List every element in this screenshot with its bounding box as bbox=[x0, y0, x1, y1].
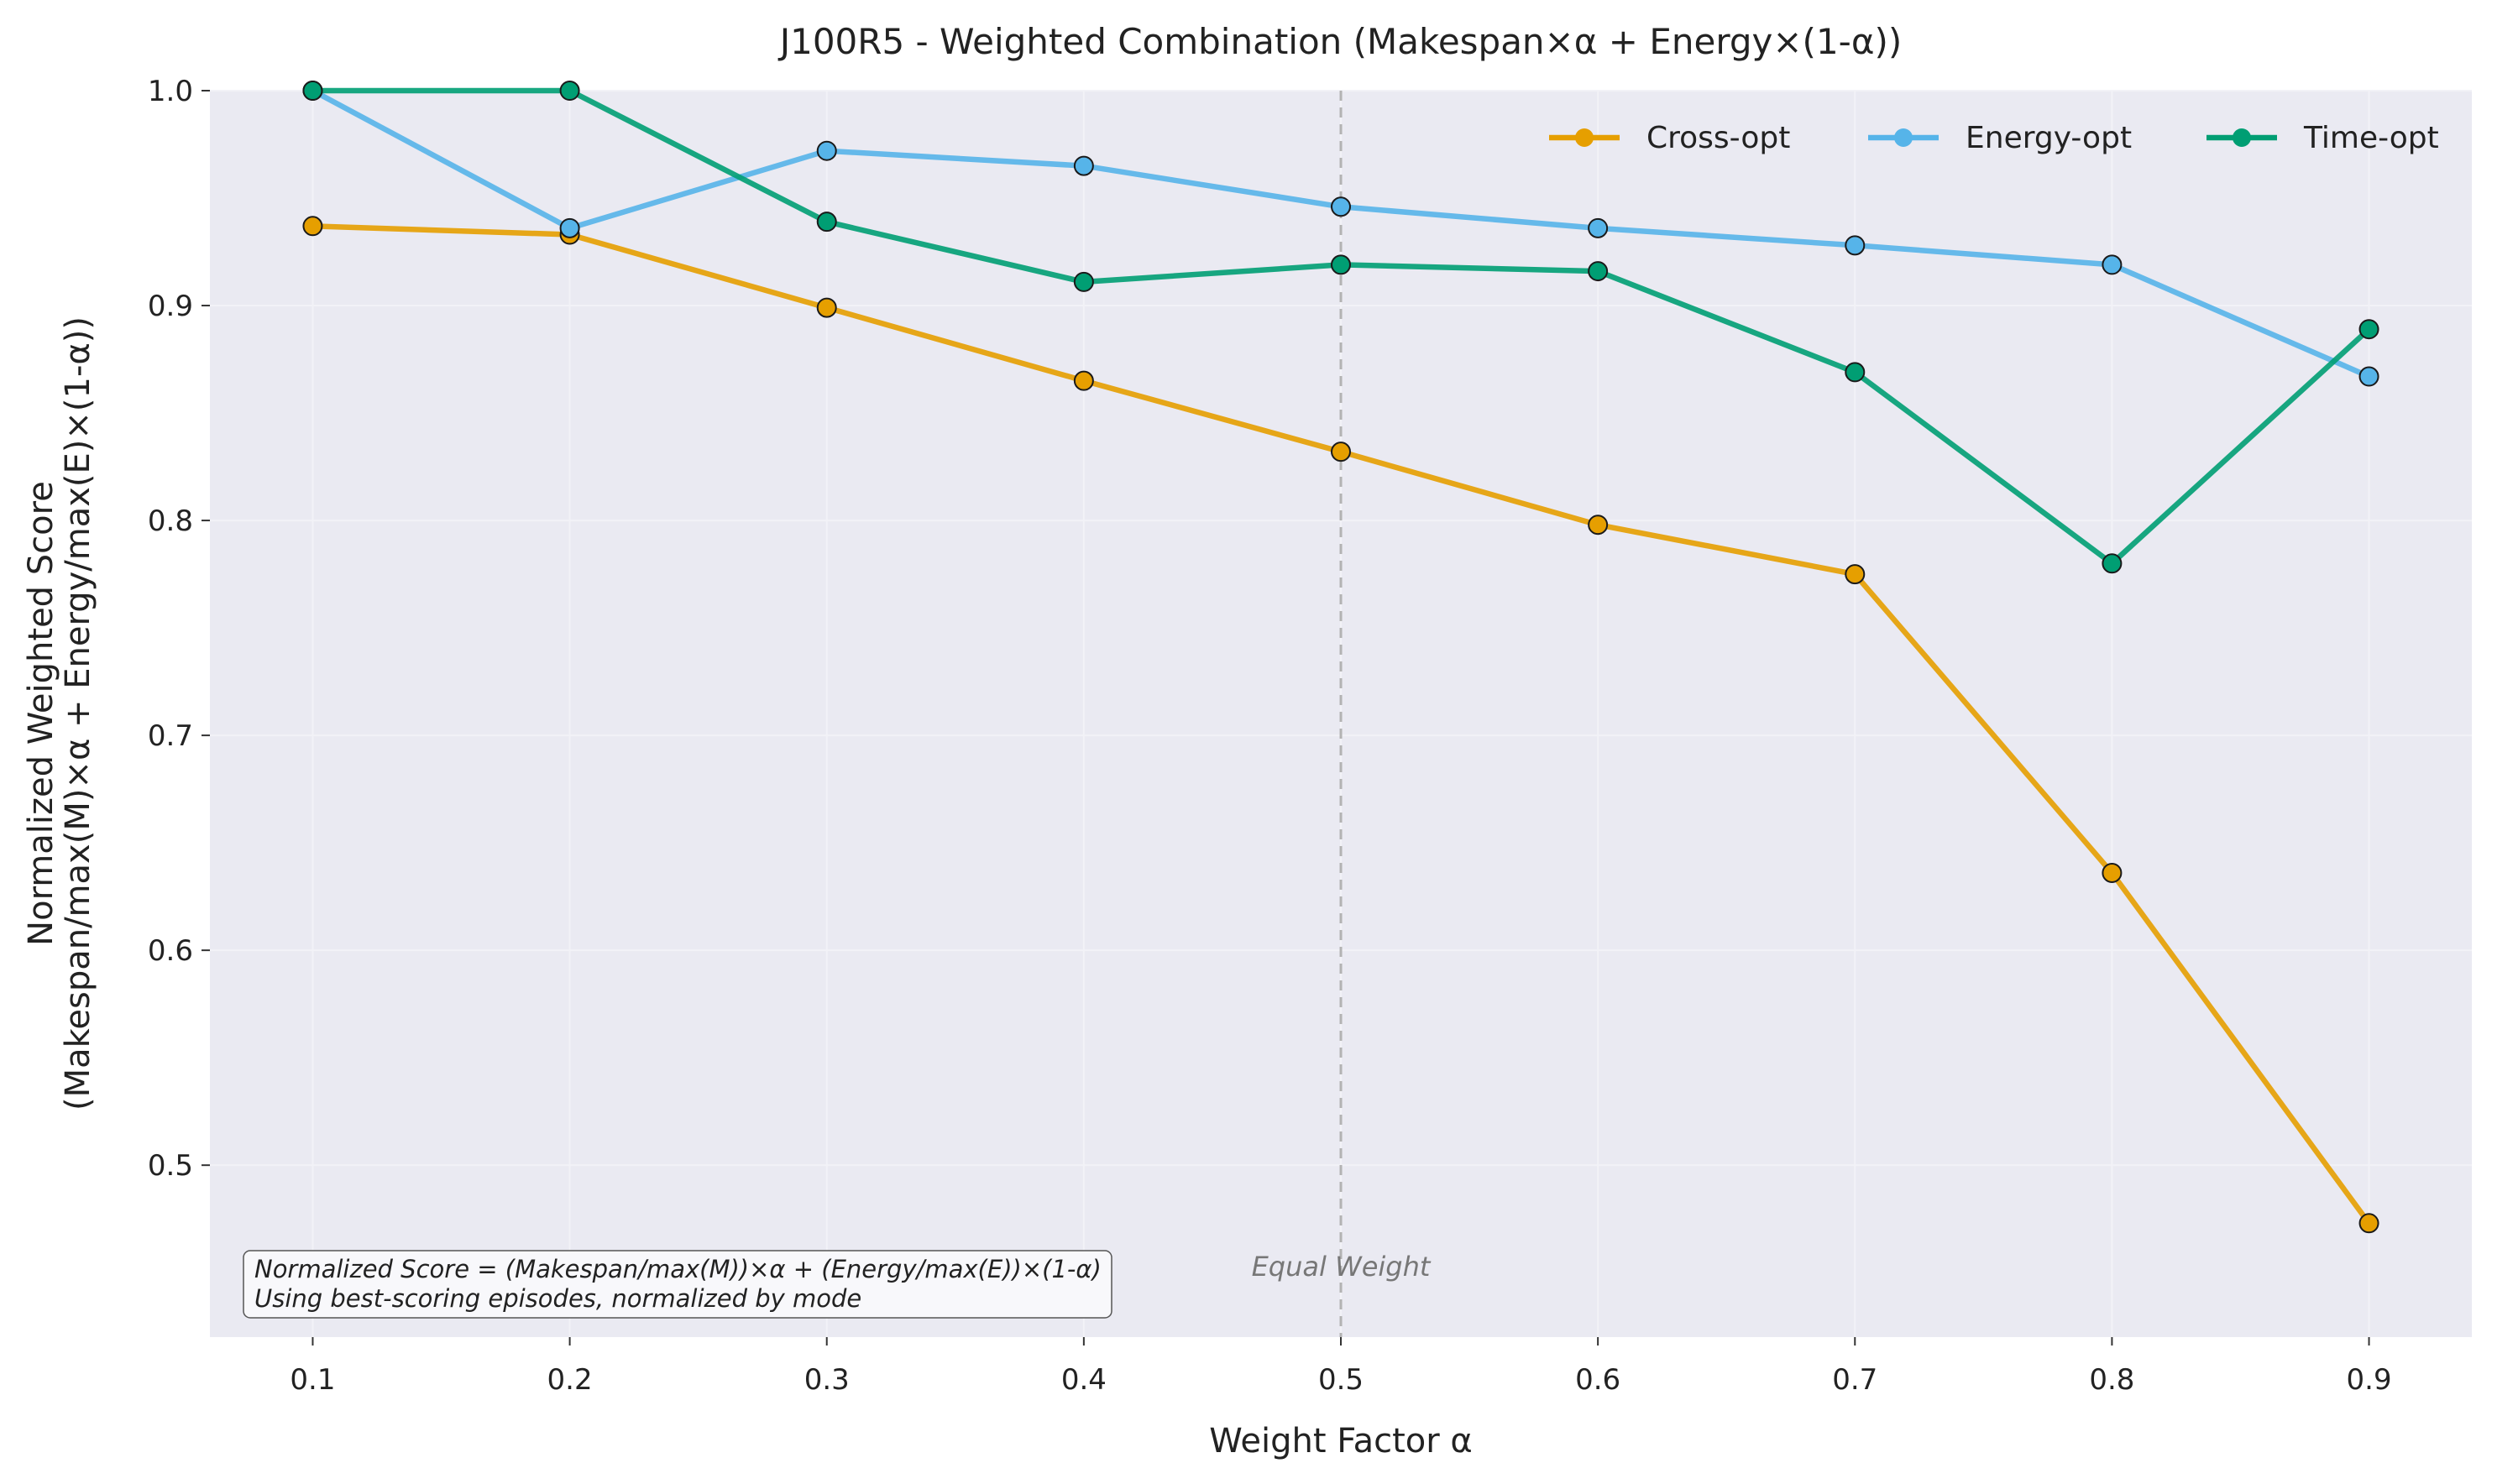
x-tick-label: 0.9 bbox=[2347, 1363, 2392, 1397]
y-axis-label-line1: Normalized Weighted Score bbox=[22, 481, 60, 946]
equal-weight-label: Equal Weight bbox=[1252, 1251, 1432, 1283]
x-axis-label: Weight Factor α bbox=[1209, 1422, 1473, 1460]
data-point-energy-opt bbox=[2102, 254, 2123, 275]
data-point-energy-opt bbox=[816, 140, 837, 161]
legend-label: Cross-opt bbox=[1646, 121, 1790, 155]
legend-label: Time-opt bbox=[2303, 121, 2439, 155]
annotation-box: Normalized Score = (Makespan/max(M))×α +… bbox=[243, 1250, 1112, 1319]
data-point-energy-opt bbox=[1073, 155, 1094, 176]
legend-marker bbox=[1894, 128, 1913, 147]
annotation-line2: Using best-scoring episodes, normalized … bbox=[254, 1284, 861, 1313]
data-point-cross-opt bbox=[1845, 564, 1866, 585]
x-tick-label: 0.6 bbox=[1575, 1363, 1620, 1397]
data-point-time-opt bbox=[559, 81, 580, 101]
data-point-cross-opt bbox=[816, 297, 837, 318]
data-point-time-opt bbox=[816, 212, 837, 233]
data-point-energy-opt bbox=[1331, 196, 1351, 217]
legend-label: Energy-opt bbox=[1966, 121, 2132, 155]
x-tick-label: 0.7 bbox=[1832, 1363, 1877, 1397]
data-point-time-opt bbox=[1073, 271, 1094, 292]
data-point-time-opt bbox=[1588, 261, 1609, 282]
data-point-cross-opt bbox=[1331, 442, 1351, 462]
data-point-time-opt bbox=[1331, 254, 1351, 275]
y-tick-label: 0.9 bbox=[148, 290, 193, 323]
data-point-cross-opt bbox=[1588, 515, 1609, 536]
data-point-energy-opt bbox=[1845, 235, 1866, 256]
y-tick-label: 0.5 bbox=[148, 1149, 193, 1183]
x-tick-label: 0.5 bbox=[1318, 1363, 1364, 1397]
data-point-time-opt bbox=[302, 81, 323, 101]
legend-marker bbox=[2233, 128, 2251, 147]
data-point-cross-opt bbox=[302, 216, 323, 237]
y-tick-label: 0.8 bbox=[148, 504, 193, 538]
legend-marker bbox=[1575, 128, 1594, 147]
data-point-time-opt bbox=[2358, 319, 2379, 340]
data-point-cross-opt bbox=[2102, 862, 2123, 883]
y-tick-label: 0.6 bbox=[148, 934, 193, 968]
x-tick-label: 0.2 bbox=[547, 1363, 593, 1397]
data-point-time-opt bbox=[2102, 553, 2123, 574]
data-point-energy-opt bbox=[559, 217, 580, 238]
x-tick-label: 0.1 bbox=[290, 1363, 335, 1397]
x-tick-label: 0.4 bbox=[1061, 1363, 1107, 1397]
data-point-time-opt bbox=[1845, 362, 1866, 383]
x-tick-label: 0.8 bbox=[2089, 1363, 2134, 1397]
data-point-cross-opt bbox=[2358, 1213, 2379, 1234]
data-point-cross-opt bbox=[1073, 370, 1094, 391]
x-tick-label: 0.3 bbox=[804, 1363, 850, 1397]
y-axis-label-line2: (Makespan/max(M)×α + Energy/max(E)×(1-α)… bbox=[59, 316, 97, 1110]
x-ticks: 0.1 0.2 0.3 0.4 0.5 0.6 0.7 0.8 0.9 bbox=[290, 1337, 2392, 1397]
chart-title: J100R5 - Weighted Combination (Makespan×… bbox=[777, 21, 1903, 62]
data-point-energy-opt bbox=[2358, 366, 2379, 387]
y-ticks: 0.5 0.6 0.7 0.8 0.9 1.0 bbox=[148, 75, 210, 1183]
y-tick-label: 1.0 bbox=[148, 75, 193, 108]
legend: Cross-opt Energy-opt Time-opt bbox=[1549, 121, 2439, 155]
series-points bbox=[302, 81, 2379, 1234]
y-tick-label: 0.7 bbox=[148, 719, 193, 753]
annotation-line1: Normalized Score = (Makespan/max(M))×α +… bbox=[254, 1255, 1102, 1283]
data-point-energy-opt bbox=[1588, 217, 1609, 238]
